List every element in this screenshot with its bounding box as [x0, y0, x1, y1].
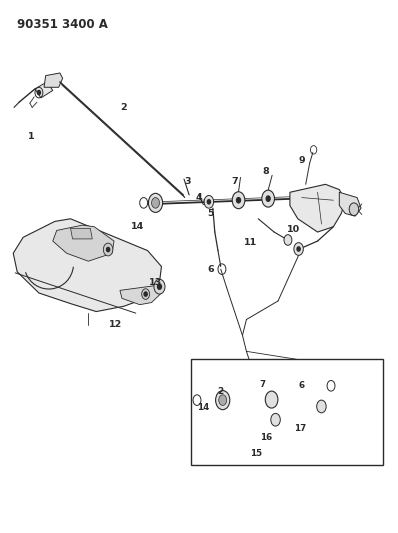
Circle shape	[152, 198, 160, 208]
Circle shape	[317, 400, 326, 413]
Circle shape	[207, 200, 211, 204]
Polygon shape	[339, 192, 361, 216]
Text: 4: 4	[196, 193, 202, 202]
Text: 11: 11	[244, 238, 257, 247]
Circle shape	[148, 193, 163, 213]
Text: 2: 2	[121, 103, 127, 112]
Text: 7: 7	[259, 379, 265, 389]
Text: 5: 5	[208, 209, 214, 218]
Text: 16: 16	[260, 433, 272, 442]
Text: 13: 13	[149, 278, 162, 287]
Polygon shape	[53, 225, 114, 261]
Circle shape	[284, 235, 292, 245]
Circle shape	[37, 91, 41, 95]
Text: 6: 6	[207, 265, 214, 273]
Circle shape	[142, 289, 150, 300]
Text: 15: 15	[250, 449, 262, 458]
Circle shape	[154, 279, 165, 294]
Polygon shape	[217, 443, 255, 449]
Circle shape	[274, 418, 277, 422]
Text: 8: 8	[263, 166, 269, 175]
Circle shape	[219, 395, 227, 406]
Text: 2: 2	[218, 386, 224, 395]
Text: 14: 14	[197, 402, 209, 411]
Circle shape	[320, 405, 323, 409]
Text: 17: 17	[294, 424, 306, 433]
Polygon shape	[13, 219, 162, 312]
Text: 14: 14	[131, 222, 144, 231]
Circle shape	[103, 243, 113, 256]
Circle shape	[158, 284, 162, 289]
Circle shape	[349, 203, 359, 216]
Circle shape	[204, 196, 214, 208]
Circle shape	[107, 247, 110, 252]
Circle shape	[297, 247, 300, 251]
Text: 3: 3	[184, 177, 190, 186]
Circle shape	[232, 192, 245, 209]
Text: 9: 9	[298, 156, 305, 165]
Text: 10: 10	[287, 225, 300, 234]
Text: 1: 1	[28, 132, 34, 141]
Circle shape	[144, 292, 147, 296]
Polygon shape	[35, 82, 53, 98]
Text: 90351 3400 A: 90351 3400 A	[17, 18, 108, 31]
Polygon shape	[120, 285, 162, 305]
Polygon shape	[290, 184, 345, 232]
Circle shape	[236, 198, 240, 203]
Circle shape	[266, 196, 270, 201]
Polygon shape	[44, 73, 62, 87]
Circle shape	[216, 391, 230, 410]
Circle shape	[262, 190, 275, 207]
Circle shape	[269, 397, 273, 402]
Circle shape	[294, 243, 303, 255]
Text: 6: 6	[298, 381, 305, 390]
Polygon shape	[70, 228, 92, 239]
Text: 12: 12	[109, 320, 123, 329]
Circle shape	[265, 391, 278, 408]
Text: 7: 7	[231, 177, 238, 186]
Circle shape	[271, 414, 280, 426]
Bar	[191, 359, 383, 465]
